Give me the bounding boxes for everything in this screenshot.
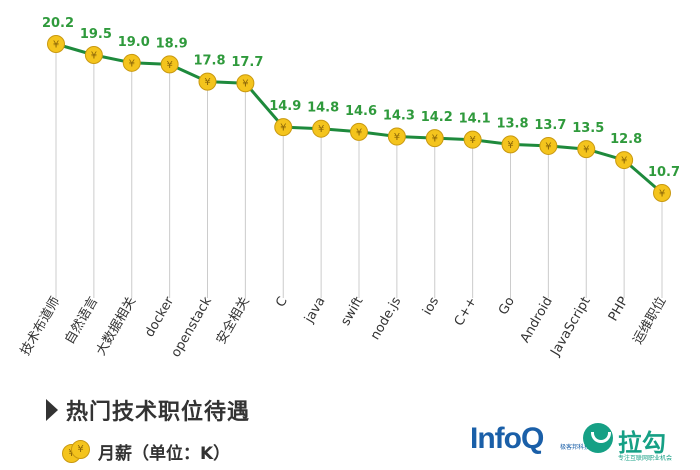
data-label: 20.2 [42, 16, 74, 31]
data-point-coin: ¥ [387, 127, 406, 146]
data-point-coin: ¥ [47, 35, 65, 53]
svg-text:¥: ¥ [280, 123, 286, 134]
data-label: 13.8 [496, 116, 528, 131]
category-label: 安全相关 [213, 294, 253, 347]
category-label: Go [496, 294, 518, 317]
category-label: Android [518, 295, 556, 346]
data-label: 13.5 [572, 121, 604, 136]
data-point-coin: ¥ [122, 53, 141, 72]
data-label: 13.7 [534, 118, 566, 133]
data-point-coin: ¥ [350, 122, 368, 141]
title-marker-icon [46, 399, 58, 421]
data-label: 17.8 [193, 54, 225, 69]
svg-text:¥: ¥ [621, 156, 627, 167]
svg-text:¥: ¥ [53, 40, 59, 51]
svg-text:¥: ¥ [242, 79, 248, 90]
category-label: ios [420, 294, 442, 318]
data-label: 17.7 [231, 55, 263, 70]
data-point-coin: ¥ [425, 129, 444, 148]
category-label: swift [338, 295, 366, 329]
chart-title: 热门技术职位待遇 [66, 400, 251, 425]
svg-text:¥: ¥ [129, 58, 135, 69]
data-point-coin: ¥ [653, 184, 671, 202]
svg-text:¥: ¥ [166, 60, 172, 71]
data-label: 19.5 [80, 27, 112, 42]
svg-text:¥: ¥ [507, 140, 513, 151]
category-label: C++ [452, 295, 480, 329]
lagou-logo-icon [583, 423, 613, 453]
svg-text:¥: ¥ [356, 127, 362, 138]
data-point-coin: ¥ [501, 135, 520, 154]
svg-text:¥: ¥ [432, 134, 438, 145]
data-point-coin: ¥ [539, 136, 558, 155]
data-point-coin: ¥ [236, 74, 255, 93]
data-point-coin: ¥ [312, 119, 331, 138]
infoq-logo-sub: 极客邦科技 [560, 444, 591, 451]
data-point-coin: ¥ [463, 130, 482, 149]
category-label: C [273, 295, 291, 310]
data-label: 18.9 [156, 36, 188, 51]
infoq-logo: InfoQ [470, 422, 544, 455]
category-label: java [301, 295, 328, 327]
data-label: 14.1 [459, 112, 491, 127]
data-point-coin: ¥ [577, 140, 596, 159]
data-point-coin: ¥ [84, 45, 103, 64]
category-label: 大数据相关 [94, 295, 139, 359]
category-label: node.js [368, 294, 405, 342]
legend: ¥ ¥ 月薪（单位：K） [62, 438, 230, 464]
data-label: 14.3 [383, 109, 415, 124]
svg-text:¥: ¥ [545, 141, 551, 152]
svg-text:¥: ¥ [318, 124, 324, 135]
data-label: 14.8 [307, 101, 339, 116]
svg-text:¥: ¥ [394, 132, 400, 143]
data-point-coin: ¥ [274, 118, 293, 137]
svg-text:¥: ¥ [469, 135, 475, 146]
data-point-coin: ¥ [198, 72, 217, 91]
data-label: 19.0 [118, 35, 150, 50]
coin-icon: ¥ ¥ [62, 438, 92, 464]
legend-label: 月薪（单位：K） [98, 443, 231, 464]
data-label: 14.9 [269, 99, 301, 114]
svg-text:¥: ¥ [583, 145, 589, 156]
data-point-coin: ¥ [160, 55, 179, 74]
category-label: 运维职位 [630, 295, 669, 348]
svg-text:¥: ¥ [659, 189, 665, 200]
data-label: 10.7 [648, 165, 680, 180]
svg-text:¥: ¥ [91, 50, 97, 61]
lagou-logo: 拉勾 [618, 429, 666, 457]
data-label: 12.8 [610, 132, 642, 147]
data-point-coin: ¥ [615, 151, 634, 170]
category-label: docker [142, 294, 177, 340]
lagou-logo-sub: 专注互联网职业机会 [618, 455, 673, 462]
data-label: 14.6 [345, 104, 377, 119]
category-label: 自然语言 [61, 294, 101, 347]
data-label: 14.2 [421, 110, 453, 125]
category-label: PHP [606, 294, 632, 324]
category-label: 技术布道师 [18, 295, 63, 359]
svg-text:¥: ¥ [204, 77, 210, 88]
